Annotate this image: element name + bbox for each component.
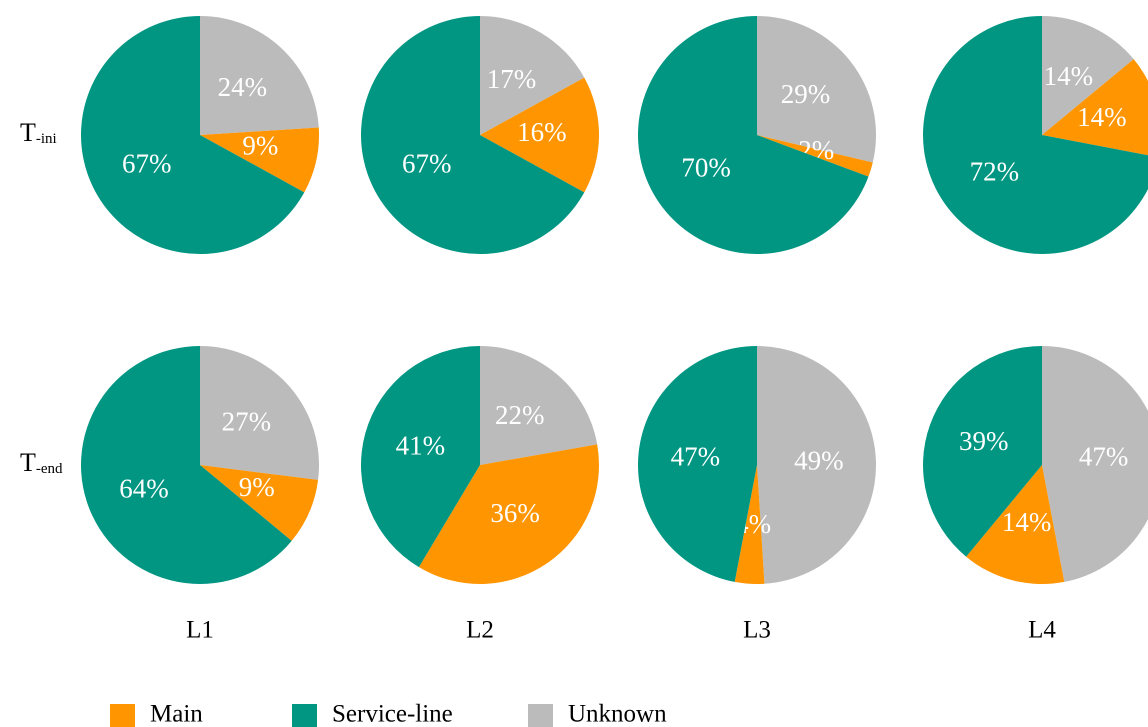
pie-slice	[966, 465, 1065, 584]
legend-swatch	[292, 704, 317, 727]
row-label-symbol: T	[20, 448, 36, 477]
slice-label: 67%	[122, 149, 172, 179]
pie-slice	[1042, 346, 1148, 582]
legend-swatch	[110, 704, 135, 727]
slice-label: 70%	[681, 152, 731, 182]
slice-label: 39%	[959, 426, 1009, 456]
pie-slice	[757, 135, 873, 177]
slice-label: 67%	[402, 149, 452, 179]
pie-slice	[200, 346, 319, 480]
column-label: L3	[743, 617, 771, 644]
slice-label: 47%	[671, 441, 721, 471]
pie-slice	[638, 16, 869, 254]
legend-label: Main	[150, 701, 203, 727]
legend-swatch	[528, 704, 553, 727]
pie-slice	[734, 465, 765, 584]
slice-label: 36%	[490, 498, 540, 528]
row-label-symbol: T	[20, 118, 36, 147]
slice-label: 49%	[794, 445, 844, 475]
pie-slice	[80, 346, 292, 585]
column-label: L1	[186, 617, 214, 644]
pie-slice	[480, 16, 585, 135]
pie-slice	[480, 77, 599, 193]
pie-slice	[923, 346, 1042, 557]
pie-slice	[757, 346, 877, 584]
row-label: T-ini	[20, 118, 57, 147]
slice-label: 9%	[242, 131, 278, 161]
pie-slice	[200, 465, 319, 541]
pie-slice	[360, 346, 480, 568]
slice-label: 14%	[1077, 102, 1127, 132]
slice-label: 17%	[487, 64, 537, 94]
slice-label: 72%	[970, 157, 1020, 187]
slice-label: 64%	[119, 474, 169, 504]
legend-label: Service-line	[332, 701, 453, 727]
pie-slice	[200, 16, 319, 135]
slice-label: 16%	[517, 117, 567, 147]
pie-slice	[361, 16, 585, 255]
row-label: T-end	[20, 448, 63, 477]
pie-slice	[418, 444, 600, 585]
slice-label: 41%	[396, 431, 446, 461]
pie-slice	[757, 16, 876, 163]
pie-slice	[480, 346, 598, 465]
legend-label: Unknown	[568, 701, 667, 727]
slice-label: 47%	[1079, 441, 1129, 471]
slice-label: 14%	[1002, 507, 1052, 537]
slice-label: 9%	[239, 472, 275, 502]
pie-slice	[81, 16, 305, 255]
column-label: L2	[466, 617, 494, 644]
slice-label: 29%	[781, 79, 831, 109]
row-label-subscript: -end	[36, 461, 63, 477]
pie-slice	[200, 127, 319, 193]
pie-slice	[637, 346, 757, 582]
slice-label: 24%	[218, 72, 268, 102]
pie-slice	[923, 16, 1148, 254]
slice-label: 14%	[1044, 61, 1094, 91]
pie-slice	[1042, 59, 1148, 156]
row-label-subscript: -ini	[36, 131, 57, 147]
slice-label: 22%	[495, 400, 545, 430]
column-label: L4	[1028, 617, 1056, 644]
slice-label: 27%	[222, 406, 272, 436]
pie-slice	[1042, 16, 1134, 135]
